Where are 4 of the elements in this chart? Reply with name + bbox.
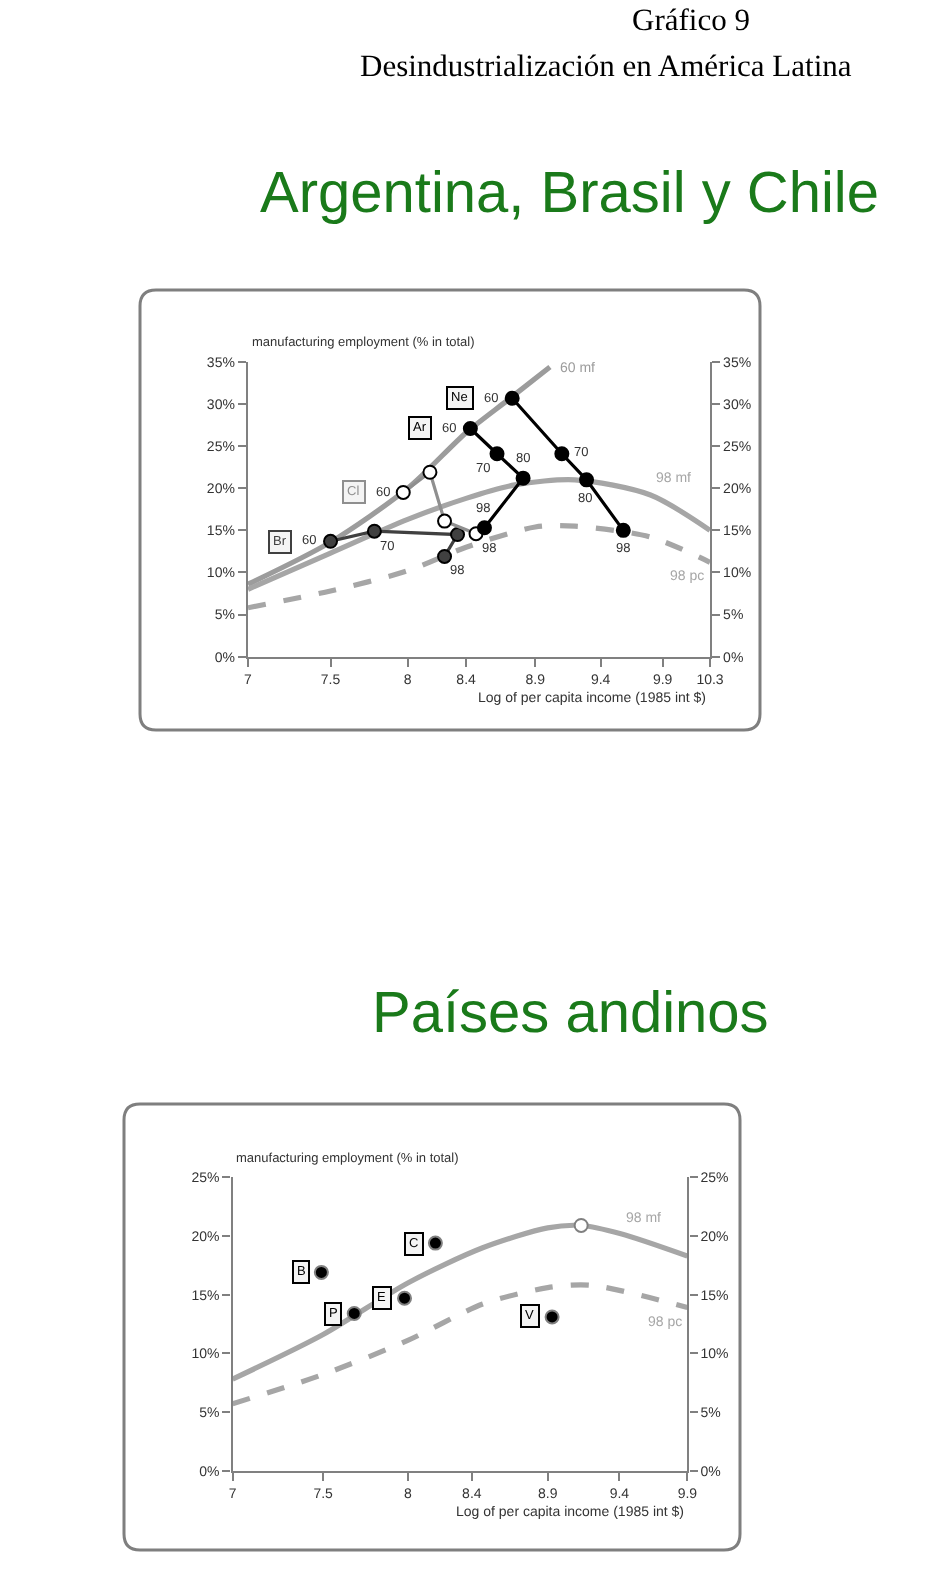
text: Gráfico 9: [632, 4, 751, 38]
chart-title: Países andinos: [372, 982, 769, 1046]
text: Desindustrialización en América Latina: [360, 50, 852, 84]
chart-title: Argentina, Brasil y Chile: [260, 162, 879, 226]
